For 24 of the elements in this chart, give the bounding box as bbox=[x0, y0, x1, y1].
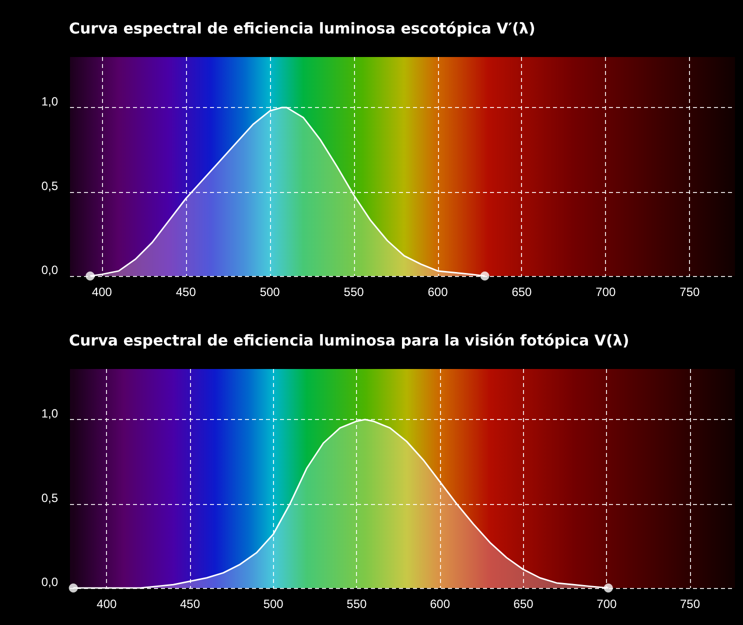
y-tick-label: 0,0 bbox=[41, 575, 58, 589]
y-tick-label: 0,5 bbox=[41, 490, 58, 505]
x-tick-label: 500 bbox=[260, 285, 280, 299]
x-tick-label: 750 bbox=[680, 597, 700, 611]
x-tick-label: 650 bbox=[513, 597, 534, 611]
x-tick-label: 550 bbox=[344, 285, 364, 299]
x-tick-label: 450 bbox=[176, 285, 196, 299]
x-tick-label: 600 bbox=[430, 597, 450, 611]
y-tick-label: 0,5 bbox=[41, 178, 58, 193]
y-tick-label: 1,0 bbox=[41, 406, 58, 421]
chart-title: Curva espectral de eficiencia luminosa escotópica V′(λ) bbox=[69, 20, 536, 38]
x-tick-label: 700 bbox=[596, 597, 617, 611]
x-tick-label: 400 bbox=[96, 597, 117, 611]
x-tick-label: 550 bbox=[346, 597, 367, 611]
x-tick-label: 450 bbox=[180, 597, 200, 611]
x-tick-label: 400 bbox=[92, 285, 112, 299]
x-tick-label: 750 bbox=[680, 285, 700, 299]
chart-title: Curva espectral de eficiencia luminosa para la visión fotópica V(λ) bbox=[69, 332, 630, 350]
x-tick-label: 650 bbox=[512, 285, 532, 299]
x-tick-label: 700 bbox=[596, 285, 616, 299]
x-tick-label: 500 bbox=[263, 597, 284, 611]
x-tick-label: 600 bbox=[428, 285, 448, 299]
y-tick-label: 0,0 bbox=[41, 263, 58, 277]
y-tick-label: 1,0 bbox=[41, 94, 58, 109]
